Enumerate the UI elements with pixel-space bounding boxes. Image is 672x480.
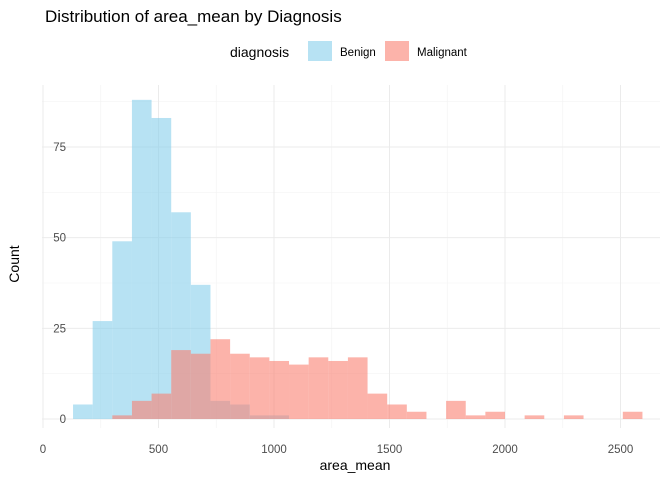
bar-benign (131, 99, 152, 419)
y-tick-label: 25 (53, 323, 66, 335)
bar-benign (92, 321, 113, 419)
bar-benign (112, 241, 132, 419)
y-axis-title: Count (6, 245, 22, 282)
bar-malignant (328, 360, 348, 419)
bar-malignant (190, 353, 211, 419)
bars (73, 99, 643, 419)
bar-malignant (367, 393, 388, 419)
legend-label-benign: Benign (340, 47, 376, 59)
legend: diagnosis Benign Malignant (230, 41, 468, 61)
chart-title: Distribution of area_mean by Diagnosis (45, 7, 342, 26)
y-tick-label: 0 (60, 414, 66, 426)
bar-benign (151, 117, 172, 419)
x-tick-label: 1000 (261, 444, 287, 456)
bar-malignant (131, 400, 152, 419)
legend-key-benign (308, 41, 332, 61)
bar-malignant (249, 357, 270, 419)
bar-benign (73, 404, 93, 419)
legend-label-malignant: Malignant (417, 47, 468, 59)
y-tick-label: 50 (53, 233, 66, 245)
x-axis-ticks: 0 500 1000 1500 2000 2500 (40, 444, 634, 456)
bar-malignant (485, 411, 505, 419)
x-tick-label: 1500 (377, 444, 403, 456)
y-axis-ticks: 0 25 50 75 (53, 142, 66, 426)
x-tick-label: 2500 (608, 444, 634, 456)
x-tick-label: 2000 (492, 444, 518, 456)
bar-malignant (446, 400, 466, 419)
bar-malignant (347, 357, 368, 419)
bar-malignant (406, 411, 427, 419)
x-tick-label: 500 (149, 444, 168, 456)
bar-malignant (289, 364, 309, 419)
bar-malignant (387, 404, 407, 419)
bar-malignant (151, 393, 172, 419)
bar-malignant (622, 411, 643, 419)
bar-malignant (524, 415, 545, 419)
x-tick-label: 0 (40, 444, 46, 456)
legend-title: diagnosis (230, 44, 289, 60)
bar-malignant (171, 350, 191, 419)
bar-malignant (210, 339, 231, 419)
bar-malignant (230, 353, 250, 419)
y-tick-label: 75 (53, 142, 66, 154)
legend-key-malignant (385, 41, 409, 61)
bar-malignant (308, 357, 329, 419)
bar-malignant (563, 415, 584, 419)
x-axis-title: area_mean (320, 457, 391, 473)
bar-malignant (269, 360, 290, 419)
bar-malignant (112, 415, 132, 419)
bar-malignant (465, 415, 486, 419)
